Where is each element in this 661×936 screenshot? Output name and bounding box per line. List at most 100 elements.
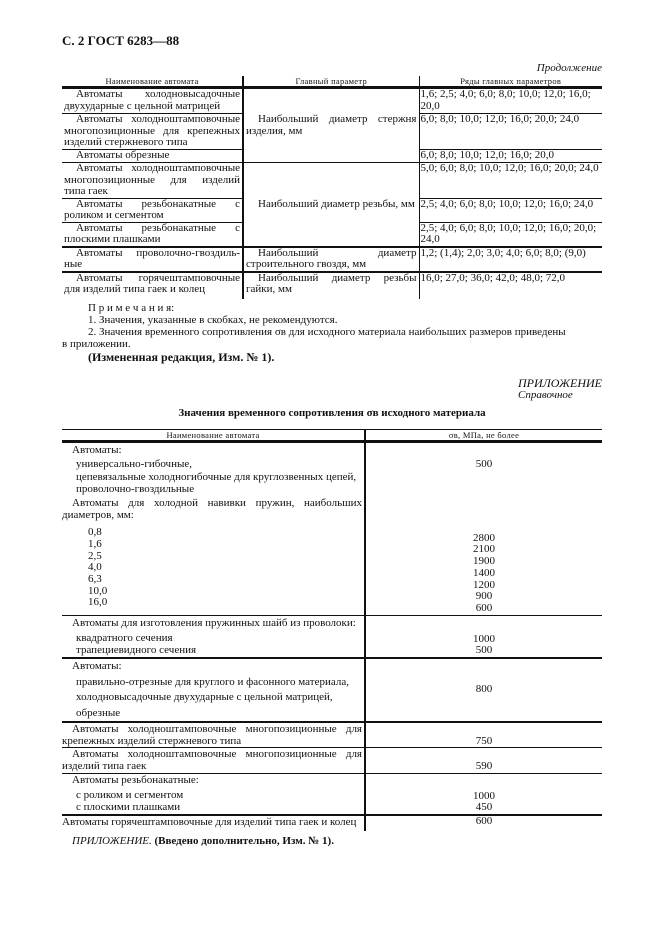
group-heading: Автоматы:: [72, 660, 122, 673]
value-cell: 2100: [473, 543, 495, 556]
row-name: типа гаек: [64, 185, 108, 197]
item-label: трапециевидного сечения: [76, 644, 197, 657]
row-name: Автоматы горячештамповочные: [76, 271, 240, 284]
value-cell: 600: [475, 601, 493, 614]
page-header: С. 2 ГОСТ 6283—88: [62, 33, 180, 48]
row-name: Автоматы холодноштамповочные: [76, 113, 240, 125]
row-name: многопозиционные для крепежных: [64, 124, 240, 137]
column-header: Ряды главных параметров: [419, 76, 602, 89]
footer-bold: (Введено дополнительно, Изм. № 1).: [154, 834, 334, 847]
row-name: двухударные с цельной матрицей: [64, 99, 221, 112]
column-header: Наименование автомата: [62, 76, 244, 89]
table-row: Автоматы горячештамповочные для изделий …: [62, 814, 602, 831]
notes: П р и м е ч а н и я: 1. Значения, указан…: [62, 302, 602, 363]
value-cell: 1400: [473, 566, 495, 579]
table-row: Автоматы резьбонакатные с плоскими плашка…: [62, 221, 602, 247]
table-row: Автоматы холодноштамповочные многопозици…: [62, 747, 602, 774]
series-cell: 6,0; 8,0; 10,0; 12,0; 16,0; 20,0; 24,0: [419, 113, 602, 150]
row-name: Автоматы холодновысадочные: [76, 88, 240, 100]
table-row: Автоматы: универсально-гибочные, цепевяз…: [62, 441, 602, 616]
series-cell: 2,5; 4,0; 6,0; 8,0; 10,0; 12,0; 16,0; 24…: [419, 197, 602, 222]
value-cell: 900: [475, 590, 493, 603]
item-label: 2,5: [88, 549, 102, 562]
value-cell: 590: [365, 747, 602, 774]
table-row: Автоматы холодновысадочные двухударные с …: [62, 87, 602, 163]
table-row: Автоматы обрезные 6,0; 8,0; 10,0; 12,0; …: [62, 149, 602, 163]
table-title: Значения временного сопротивления σв исх…: [178, 406, 486, 419]
series-cell: 6,0; 8,0; 10,0; 12,0; 16,0; 20,0: [419, 149, 602, 163]
value-cell: 750: [365, 720, 602, 748]
appendix-title: ПРИЛОЖЕНИЕ: [518, 375, 602, 390]
row-name: ные: [64, 258, 83, 270]
group-heading: Автоматы для изготовления пружинных шайб…: [72, 616, 356, 629]
param-cell: Наибольший диаметр стержня изделия, мм: [246, 113, 417, 137]
table-header: Наименование автомата Главный параметр Р…: [62, 76, 602, 89]
group-heading: Автоматы:: [72, 443, 122, 456]
group-heading: Автоматы для холодной навивки пружин, на…: [72, 496, 362, 509]
item-label: изделий типа гаек: [62, 759, 147, 772]
value-cell: 500: [475, 644, 493, 657]
value-cell: 1000: [473, 632, 495, 645]
row-name: изделий стержневого типа: [64, 136, 188, 148]
value-cell: 600: [365, 814, 602, 831]
item-label: Автоматы горячештамповочные для изделий …: [62, 816, 357, 829]
item-label: 6,3: [88, 573, 102, 586]
main-parameters-table: Наименование автомата Главный параметр Р…: [62, 76, 602, 299]
item-label: квадратного сечения: [76, 632, 173, 645]
table-row: Автоматы резьбонакатные с роликом и сегме…: [62, 197, 602, 222]
column-header: Главный параметр: [243, 76, 420, 89]
appendix-label: ПРИЛОЖЕНИЕ Справочное: [62, 377, 602, 401]
table-header: Наименование автомата σв, МПа, не более: [62, 429, 602, 443]
series-cell: 16,0; 27,0; 36,0; 42,0; 48,0; 72,0: [419, 270, 602, 299]
param-cell: Наибольший диаметр резьбы гайки, мм: [243, 270, 420, 299]
item-label: проволочно-гвоздильные: [76, 483, 195, 496]
row-name: Автоматы проволочно-гвоздиль-: [76, 246, 240, 259]
table-row: Автоматы холодноштамповочные многопозицио…: [62, 162, 602, 247]
item-label: 0,8: [88, 526, 102, 539]
row-name: Автоматы обрезные: [76, 149, 170, 161]
table-row: Автоматы резьбонакатные: с роликом и сег…: [62, 772, 602, 816]
amendment-note: (Измененная редакция, Изм. № 1).: [88, 349, 275, 364]
item-label: 16,0: [88, 596, 108, 609]
table-row: Автоматы холодноштамповочные многопозицио…: [62, 113, 602, 150]
item-label: 10,0: [88, 584, 108, 597]
series-cell: 2,5; 4,0; 6,0; 8,0; 10,0; 12,0; 16,0; 20…: [419, 221, 602, 247]
row-name: Автоматы холодноштамповочные: [76, 162, 240, 174]
item-label: Автоматы холодноштамповочные многопозици…: [72, 722, 362, 735]
series-cell: 1,2; (1,4); 2,0; 3,0; 4,0; 6,0; 8,0; (9,…: [419, 245, 602, 272]
row-name: Автоматы резьбонакатные с: [76, 221, 240, 234]
item-label: с плоскими плашками: [76, 801, 181, 814]
item-label: универсально-гибочные,: [76, 457, 192, 470]
param-cell: Наибольший диаметр резьбы, мм: [258, 197, 415, 210]
notes-heading: П р и м е ч а н и я:: [88, 301, 175, 314]
note-item: 2. Значения временного сопротивления σв …: [88, 326, 566, 339]
value-cell: 450: [475, 801, 493, 814]
column-header: Наименование автомата: [62, 429, 366, 443]
param-cell: Наибольший диаметр строительного гвоздя,…: [243, 245, 420, 272]
table-row: Автоматы: правильно-отрезные для круглог…: [62, 657, 602, 722]
continuation-label: Продолжение: [536, 62, 602, 74]
item-label: холодновысадочные двухударные с цельной …: [76, 691, 333, 704]
row-name: плоскими плашками: [64, 233, 161, 245]
item-label: правильно-отрезные для круглого и фасонн…: [76, 675, 349, 688]
value-cell: 500: [475, 457, 493, 470]
value-cell: 1000: [473, 789, 495, 802]
footer-note: ПРИЛОЖЕНИЕ. (Введено дополнительно, Изм.…: [62, 835, 602, 848]
column-header: σв, МПа, не более: [365, 429, 602, 443]
note-item: 1. Значения, указанные в скобках, не рек…: [88, 313, 338, 326]
note-item: в приложении.: [62, 338, 131, 351]
row-name: для изделий типа гаек и колец: [64, 283, 206, 295]
value-cell: 2800: [473, 531, 495, 544]
item-label: с роликом и сегментом: [76, 789, 184, 802]
table-row: Автоматы холодноштамповочные многопозици…: [62, 720, 602, 748]
value-cell: 800: [365, 657, 602, 722]
table-row: Автоматы проволочно-гвоздиль-ные Наиболь…: [62, 245, 602, 272]
item-label: цепевязальные холодногибочные для кругло…: [76, 471, 357, 484]
item-label: Автоматы холодноштамповочные многопозици…: [72, 748, 362, 761]
group-heading: Автоматы резьбонакатные:: [72, 773, 199, 786]
value-cell: 1900: [473, 555, 495, 568]
row-name: Автоматы резьбонакатные с: [76, 197, 240, 210]
item-label: 4,0: [88, 561, 102, 574]
group-heading: диаметров, мм:: [62, 508, 134, 521]
